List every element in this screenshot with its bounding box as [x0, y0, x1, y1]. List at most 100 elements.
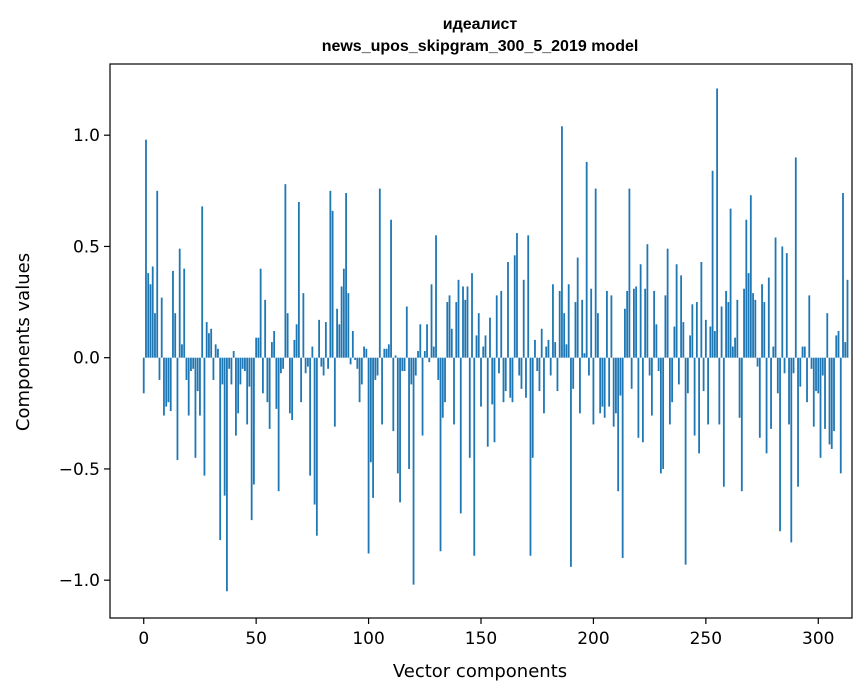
bar [315, 357, 318, 536]
bar [190, 357, 192, 372]
bar [372, 357, 374, 498]
bar [513, 255, 516, 358]
bar [538, 357, 541, 392]
bar [336, 308, 338, 358]
bar [507, 262, 509, 358]
bar [648, 357, 651, 376]
bar [731, 346, 734, 358]
bar [803, 346, 806, 358]
bar [464, 299, 467, 358]
bar [167, 357, 170, 403]
bar [466, 286, 469, 358]
bar [327, 357, 329, 369]
bar [743, 288, 745, 358]
plot-area-frame [109, 63, 853, 619]
bar [394, 355, 397, 358]
bar [574, 302, 577, 358]
bar [554, 342, 557, 358]
bar [208, 333, 210, 358]
bar [363, 346, 365, 358]
bar [597, 313, 599, 358]
bar [610, 295, 613, 358]
bar [837, 330, 840, 358]
bar [468, 357, 471, 458]
bar [248, 357, 251, 387]
bar [295, 324, 298, 358]
bar [253, 357, 255, 485]
bar [250, 357, 253, 521]
bar [437, 357, 440, 380]
chart-title-line2: news_upos_skipgram_300_5_2019 model [322, 38, 639, 55]
bar [680, 275, 683, 358]
bar [556, 357, 559, 392]
bar [842, 193, 844, 358]
bar [545, 346, 548, 358]
bar [794, 157, 797, 358]
bar [736, 299, 739, 358]
bar [788, 357, 790, 425]
bar [531, 357, 534, 458]
bar [839, 357, 842, 474]
bar [275, 357, 278, 409]
bar [608, 357, 611, 407]
bar [185, 357, 188, 380]
bar [318, 319, 321, 358]
bar [493, 357, 496, 443]
bar [401, 357, 404, 372]
bar [340, 286, 343, 358]
bar [244, 357, 246, 372]
bar [808, 295, 811, 358]
bar [241, 357, 244, 369]
bar [686, 357, 689, 394]
bar [351, 330, 354, 358]
bar [210, 328, 213, 358]
bar [509, 357, 512, 398]
bar [695, 302, 698, 358]
bar [534, 339, 536, 358]
bar [590, 288, 593, 358]
bar [304, 357, 307, 374]
bar [641, 357, 644, 443]
bar [410, 357, 413, 385]
bar-series [142, 88, 849, 592]
bar [277, 357, 280, 492]
bar [758, 357, 761, 438]
x-tick-label: 0 [138, 629, 149, 649]
bar [235, 357, 237, 436]
bar [482, 346, 485, 358]
bar [163, 357, 165, 416]
bar [772, 346, 775, 358]
bar [498, 357, 500, 374]
bar [561, 126, 563, 358]
bar [729, 208, 732, 358]
chart-title-line1: идеалист [443, 16, 518, 33]
bar [228, 357, 231, 369]
bar [347, 293, 350, 358]
bar [396, 357, 399, 474]
bar [297, 201, 300, 358]
bar [576, 257, 579, 358]
bar [421, 357, 424, 436]
bar [756, 357, 759, 367]
bar [581, 299, 584, 358]
bar [792, 357, 795, 374]
bar [570, 357, 572, 567]
bar [817, 357, 820, 394]
bar [237, 357, 240, 414]
bar [713, 330, 716, 358]
bar [720, 306, 723, 358]
bar [671, 357, 674, 403]
bar [365, 348, 368, 358]
bar [783, 357, 786, 374]
bar [226, 357, 228, 592]
bar [599, 357, 602, 414]
bar [309, 357, 312, 476]
bar [172, 270, 174, 358]
bar [279, 357, 282, 374]
bar [704, 319, 707, 358]
bar [824, 357, 826, 429]
bar [354, 357, 356, 360]
bar [700, 262, 703, 358]
bar [698, 357, 700, 454]
chart-title: идеалист news_upos_skipgram_300_5_2019 m… [322, 16, 639, 55]
